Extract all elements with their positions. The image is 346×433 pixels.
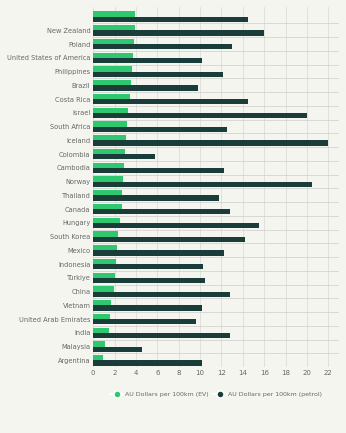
- Bar: [93, 190, 122, 195]
- Bar: [93, 300, 111, 305]
- Bar: [93, 333, 230, 338]
- Bar: [93, 140, 328, 145]
- Bar: [93, 291, 230, 297]
- Bar: [93, 273, 115, 278]
- Bar: [93, 44, 232, 49]
- Bar: [93, 113, 307, 118]
- Bar: [93, 163, 124, 168]
- Bar: [93, 236, 245, 242]
- Bar: [93, 121, 127, 126]
- Bar: [93, 16, 248, 22]
- Bar: [93, 52, 133, 58]
- Bar: [93, 209, 230, 214]
- Bar: [93, 168, 224, 173]
- Bar: [93, 346, 143, 352]
- Bar: [93, 195, 219, 200]
- Bar: [93, 99, 248, 104]
- Bar: [93, 231, 118, 236]
- Bar: [93, 30, 264, 36]
- Bar: [93, 319, 196, 324]
- Bar: [93, 154, 155, 159]
- Bar: [93, 250, 224, 255]
- Bar: [93, 149, 125, 154]
- Bar: [93, 259, 116, 264]
- Bar: [93, 135, 126, 140]
- Bar: [93, 278, 206, 283]
- Bar: [93, 286, 113, 291]
- Bar: [93, 58, 202, 63]
- Bar: [93, 85, 198, 90]
- Bar: [93, 181, 312, 187]
- Bar: [93, 39, 134, 44]
- Bar: [93, 11, 135, 16]
- Bar: [93, 264, 203, 269]
- Bar: [93, 108, 128, 113]
- Bar: [93, 71, 222, 77]
- Bar: [93, 94, 129, 99]
- Bar: [93, 176, 123, 181]
- Bar: [93, 245, 117, 250]
- Bar: [93, 218, 120, 223]
- Bar: [93, 25, 135, 30]
- Bar: [93, 80, 131, 85]
- Bar: [93, 360, 202, 365]
- Bar: [93, 66, 132, 71]
- Bar: [93, 223, 259, 228]
- Bar: [93, 328, 109, 333]
- Bar: [93, 314, 110, 319]
- Bar: [93, 341, 105, 346]
- Bar: [93, 355, 103, 360]
- Bar: [93, 204, 122, 209]
- Legend: AU Dollars per 100km (EV), AU Dollars per 100km (petrol): AU Dollars per 100km (EV), AU Dollars pe…: [110, 392, 322, 397]
- Bar: [93, 305, 202, 310]
- Bar: [93, 126, 227, 132]
